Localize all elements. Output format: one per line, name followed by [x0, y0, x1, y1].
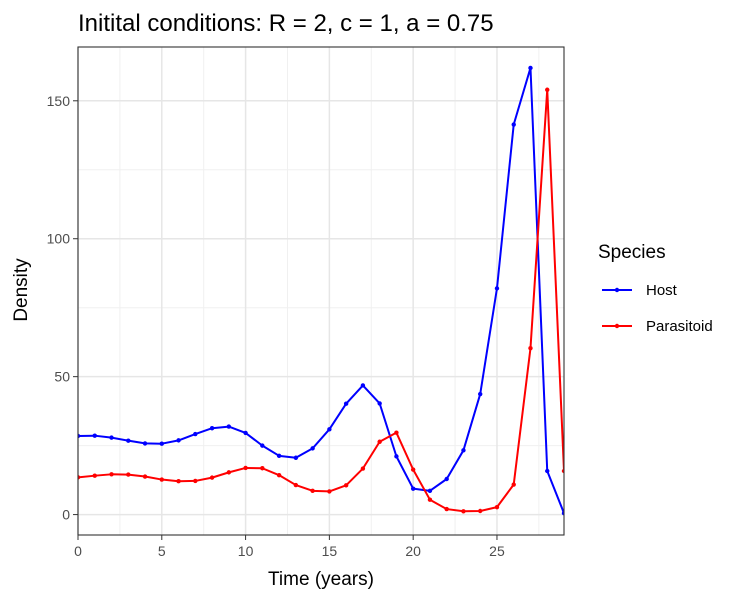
data-point-parasitoid [545, 87, 550, 92]
data-point-host [528, 65, 533, 71]
data-point-host [176, 438, 181, 443]
data-point-parasitoid [343, 483, 349, 488]
series-layer [78, 65, 564, 516]
data-point-parasitoid [444, 506, 449, 512]
y-tick-label: 50 [54, 369, 70, 385]
major-gridlines [77, 47, 564, 535]
data-point-host [209, 426, 215, 431]
data-point-host [494, 286, 500, 291]
data-point-host [126, 438, 131, 443]
y-tick-label: 100 [47, 231, 71, 247]
x-tick-label: 20 [405, 543, 421, 559]
data-point-parasitoid [260, 466, 265, 471]
data-point-parasitoid [276, 472, 282, 478]
data-point-parasitoid [243, 465, 248, 471]
data-point-parasitoid [293, 482, 299, 488]
data-point-parasitoid [528, 346, 533, 351]
data-point-parasitoid [461, 509, 466, 514]
data-point-host [260, 443, 265, 448]
y-tick-label: 150 [47, 93, 71, 109]
series-line-host [78, 66, 564, 514]
y-tick-label: 0 [62, 507, 70, 523]
data-point-host [461, 448, 466, 453]
data-point-parasitoid [109, 472, 114, 477]
legend-label: Host [646, 282, 678, 299]
data-point-host [293, 455, 299, 460]
legend-key-point [614, 287, 620, 293]
data-point-host [226, 424, 232, 429]
data-point-parasitoid [410, 467, 416, 472]
legend-item-host: Host [602, 282, 678, 299]
legend-title: Species [598, 242, 666, 263]
data-point-host [377, 401, 382, 406]
data-point-host [427, 488, 433, 494]
data-point-parasitoid [377, 439, 382, 444]
data-point-host [193, 431, 198, 437]
series-host [78, 65, 564, 516]
data-point-host [410, 486, 416, 491]
data-point-host [276, 453, 282, 459]
x-axis: 0 5 10 15 20 25 [74, 535, 505, 559]
minor-gridlines [78, 47, 564, 535]
data-point-parasitoid [176, 479, 181, 484]
data-point-parasitoid [142, 474, 148, 479]
data-point-host [478, 391, 483, 397]
y-axis: 0 50 100 150 [47, 93, 78, 523]
data-point-host [327, 427, 332, 432]
x-tick-label: 25 [489, 543, 505, 559]
panel-border [77, 46, 565, 536]
data-point-parasitoid [478, 508, 483, 514]
x-tick-label: 10 [238, 543, 254, 559]
y-axis-title: Density [11, 258, 32, 322]
data-point-parasitoid [427, 497, 433, 502]
data-point-host [360, 383, 366, 388]
legend-item-parasitoid: Parasitoid [602, 318, 713, 335]
data-point-parasitoid [126, 472, 131, 477]
series-line-parasitoid [78, 88, 564, 513]
data-point-parasitoid [494, 504, 500, 510]
data-point-parasitoid [360, 466, 366, 471]
data-point-host [243, 430, 248, 436]
data-point-parasitoid [310, 488, 315, 494]
x-tick-label: 0 [74, 543, 82, 559]
data-point-host [92, 433, 97, 438]
data-point-host [511, 122, 516, 127]
data-point-host [394, 454, 399, 459]
x-tick-label: 5 [158, 543, 166, 559]
data-point-parasitoid [327, 489, 332, 494]
data-point-host [343, 401, 349, 406]
series-parasitoid [78, 87, 564, 514]
data-point-host [444, 476, 449, 482]
data-point-host [159, 441, 164, 446]
data-point-parasitoid [511, 482, 516, 487]
data-point-host [142, 441, 148, 446]
data-point-parasitoid [394, 430, 399, 435]
plot-panel [77, 46, 565, 536]
data-point-parasitoid [92, 473, 97, 478]
x-tick-label: 15 [322, 543, 338, 559]
legend-label: Parasitoid [646, 318, 713, 335]
legend-items: Host Parasitoid [602, 282, 713, 335]
data-point-host [310, 446, 315, 451]
data-point-host [109, 435, 114, 440]
data-point-parasitoid [226, 470, 232, 475]
chart-title: Initital conditions: R = 2, c = 1, a = 0… [78, 10, 494, 37]
x-axis-title: Time (years) [268, 569, 374, 590]
legend-key-point [614, 323, 620, 329]
data-point-parasitoid [159, 477, 164, 482]
data-point-parasitoid [193, 478, 198, 484]
legend: Species Host Parasitoid [598, 242, 713, 335]
data-point-parasitoid [209, 475, 215, 480]
data-point-host [545, 468, 550, 474]
